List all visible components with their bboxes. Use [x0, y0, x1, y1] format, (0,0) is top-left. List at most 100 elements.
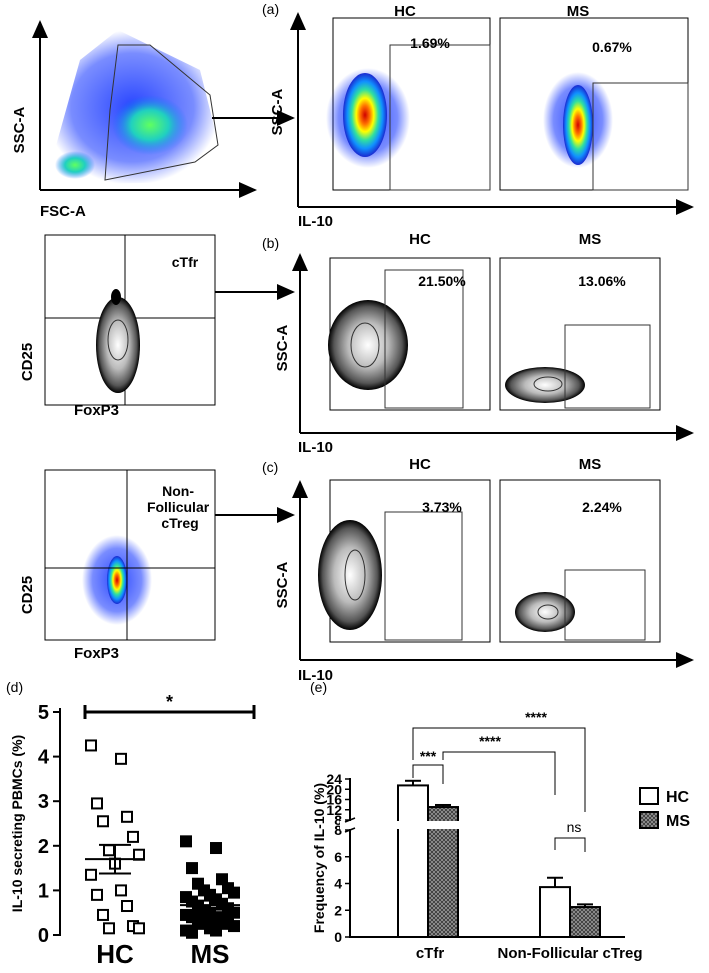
- bracket: [442, 751, 556, 795]
- bracket: [554, 837, 586, 852]
- data-point: [133, 922, 145, 935]
- panel-b: cTfr CD25 FoxP3 (b) HC MS 21.50% 13.06% …: [19, 231, 694, 456]
- data-point: [85, 739, 97, 752]
- data-point: [115, 752, 127, 765]
- contour: [537, 604, 559, 620]
- contour: [107, 319, 129, 361]
- data-point: [97, 815, 109, 828]
- significance-brackets: *** **** **** ns: [412, 709, 586, 852]
- axis-label: SSC-A: [274, 324, 291, 371]
- gate: [384, 269, 464, 409]
- plot-frame: [499, 479, 661, 643]
- axis-label: SSC-A: [274, 561, 291, 608]
- y-tick-label: 0: [334, 929, 342, 945]
- axis-label: IL-10: [298, 213, 333, 230]
- plot-frame: [44, 234, 216, 406]
- group-label: MS: [579, 231, 602, 248]
- y-tick-label: 0: [38, 925, 49, 947]
- contour: [344, 549, 366, 601]
- data-point: [210, 924, 222, 937]
- y-tick-label: 20: [326, 781, 342, 797]
- data-point: [97, 908, 109, 921]
- y-tick-label: 5: [38, 702, 49, 724]
- axis-label: FoxP3: [74, 402, 119, 419]
- plot-frame: [44, 469, 216, 641]
- panel-label: (d): [6, 679, 23, 695]
- data-point: [121, 900, 133, 913]
- axis-label: CD25: [19, 576, 36, 614]
- x-tick-label: Non-Follicular cTreg: [497, 945, 642, 962]
- data-point: [127, 830, 139, 843]
- plot-frame: [499, 257, 661, 411]
- percent: 0.67%: [592, 39, 632, 55]
- data-point: [228, 906, 240, 919]
- y-tick-label: 3: [38, 791, 49, 813]
- gate: [104, 44, 219, 181]
- axis-label: SSC-A: [269, 88, 286, 135]
- group-label: MS: [579, 456, 602, 473]
- data-point: [186, 862, 198, 875]
- bracket: [412, 727, 586, 812]
- gate: [564, 324, 651, 409]
- panel-label: (c): [262, 459, 278, 475]
- legend-label: HC: [666, 789, 690, 806]
- significance-label: *: [166, 692, 173, 712]
- y-axis-label: Frequency of IL-10 (%): [311, 783, 327, 933]
- y-tick-label: 24: [326, 771, 342, 787]
- y-tick-label: 4: [38, 747, 50, 769]
- contour: [96, 297, 140, 393]
- axis-label: CD25: [19, 343, 36, 381]
- gate-label-line: Follicular: [147, 499, 210, 515]
- gate-label-line: Non-: [162, 483, 194, 499]
- axis-label: SSC-A: [11, 106, 28, 153]
- significance-label: ***: [420, 748, 437, 764]
- axis-label: IL-10: [298, 439, 333, 456]
- y-tick-label: 8: [334, 822, 342, 838]
- y-tick-label: 1: [38, 880, 49, 902]
- y-axis-label: IL-10 secreting PBMCs (%): [9, 735, 25, 912]
- legend-swatch: [639, 787, 659, 805]
- legend-label: MS: [666, 813, 690, 830]
- axis-label: FoxP3: [74, 645, 119, 662]
- density: [343, 73, 387, 157]
- axis-break-mark: [344, 817, 356, 823]
- y-tick-label: 4: [334, 876, 342, 892]
- legend-swatch: [639, 811, 659, 829]
- gate-label-line: cTfr: [172, 254, 199, 270]
- density: [112, 95, 188, 155]
- data-point: [210, 842, 222, 855]
- percent: 13.06%: [578, 273, 626, 289]
- panel-label: (e): [310, 679, 327, 695]
- contour: [350, 322, 380, 368]
- bar: [397, 784, 429, 938]
- contour: [111, 289, 121, 305]
- data-point: [91, 797, 103, 810]
- data-point: [91, 888, 103, 901]
- data-point: [103, 844, 115, 857]
- x-tick-label: HC: [96, 939, 134, 969]
- percent: 1.69%: [410, 35, 450, 51]
- density: [107, 556, 127, 604]
- bar: [539, 886, 571, 939]
- y-tick-label: 2: [38, 836, 49, 858]
- percent: 21.50%: [418, 273, 466, 289]
- data-point: [103, 922, 115, 935]
- data-point: [186, 926, 198, 939]
- y-tick-label: 2: [334, 902, 342, 918]
- panel-c: Non- Follicular cTreg CD25 FoxP3 (c) HC …: [19, 456, 694, 684]
- gate: [592, 82, 689, 191]
- significance-label: ****: [525, 709, 547, 725]
- axis-break-mark: [344, 827, 356, 833]
- data-point: [180, 835, 192, 848]
- contour: [533, 376, 563, 392]
- group-label: MS: [567, 3, 590, 20]
- y-tick-label: 6: [334, 849, 342, 865]
- gate-label: cTfr: [172, 254, 199, 270]
- gate: [384, 511, 463, 641]
- density: [55, 151, 95, 179]
- significance-label: ****: [479, 733, 501, 749]
- axis-label: FSC-A: [40, 203, 86, 220]
- group-label: HC: [409, 231, 431, 248]
- bracket: [412, 764, 444, 784]
- x-tick-label: MS: [191, 939, 230, 969]
